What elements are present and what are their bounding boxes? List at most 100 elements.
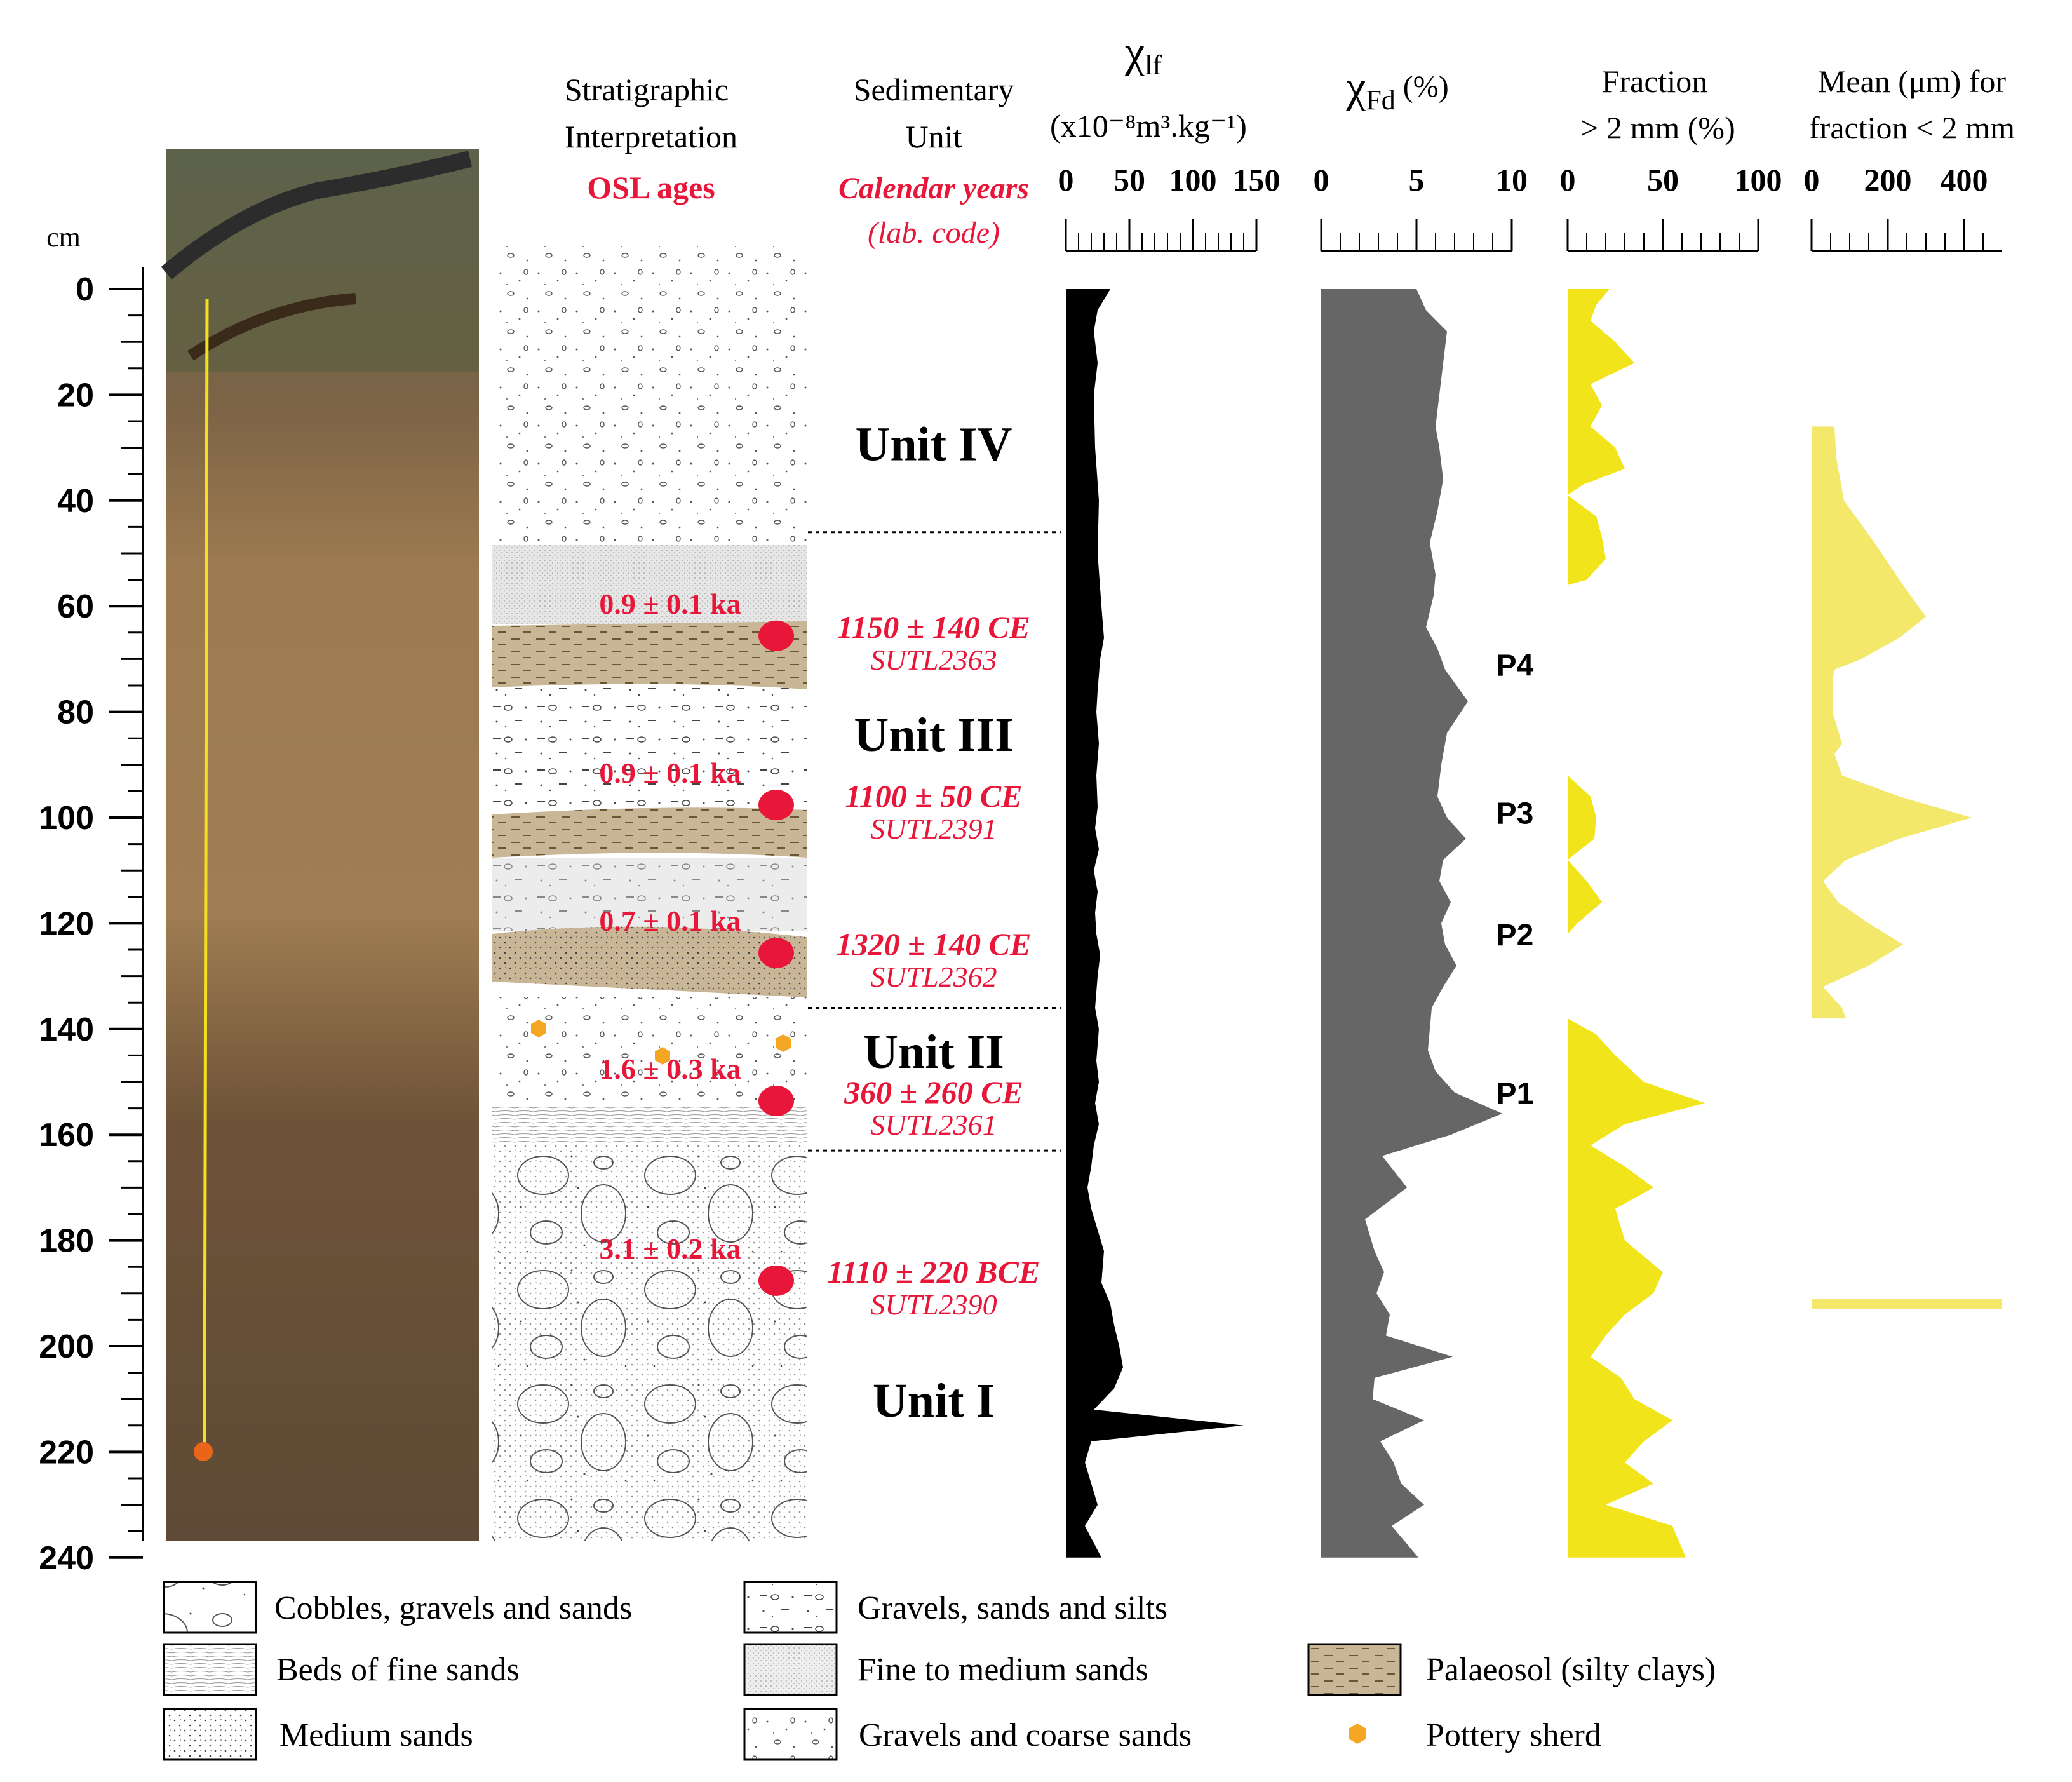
chi-lf-header: χlf [1124, 28, 1162, 81]
legend: Cobbles, gravels and sands Gravels, sand… [163, 1581, 1716, 1761]
legend-item-cobbles: Cobbles, gravels and sands [163, 1581, 632, 1634]
depth-tick-label: 200 [39, 1328, 94, 1365]
osl-sample-marker [758, 1265, 794, 1296]
mean-header-2: fraction < 2 mm [1809, 110, 2015, 145]
chi-lf-scale-label: 0 [1058, 162, 1074, 198]
chi-fd-scale-label: 5 [1409, 162, 1425, 198]
depth-tick-label: 160 [39, 1117, 94, 1154]
fraction-header-2: > 2 mm (%) [1580, 110, 1735, 145]
labcode-header: (lab. code) [868, 216, 1000, 250]
pottery-sherd-icon [655, 1047, 670, 1065]
pottery-sherd-icon [776, 1034, 791, 1052]
osl-sample-marker [758, 938, 794, 968]
legend-label: Cobbles, gravels and sands [274, 1590, 632, 1626]
legend-item-pottery: Pottery sherd [1349, 1717, 1601, 1753]
unit-label: Unit I [873, 1374, 995, 1428]
chi-fd-header: χFd (%) [1345, 63, 1449, 116]
depth-tick-label: 180 [39, 1223, 94, 1260]
chi-lf-scale-label: 100 [1169, 162, 1217, 198]
stratigraphic-column [492, 246, 807, 1541]
calendar-age-label: 1110 ± 220 BCE [828, 1254, 1040, 1290]
chi-lf-scale-label: 50 [1113, 162, 1145, 198]
unit-label: Unit IV [855, 417, 1012, 471]
chi-lf-scale-label: 150 [1233, 162, 1281, 198]
legend-item-medium: Medium sands [163, 1708, 473, 1761]
fraction-panel: 0 50 100 [1560, 162, 1782, 1558]
mean-size-profile-area [1812, 426, 1972, 1019]
calendar-age-label: 360 ± 260 CE [844, 1074, 1023, 1110]
paleosol-label: P3 [1497, 797, 1534, 831]
calendar-age-label: 1150 ± 140 CE [837, 609, 1030, 645]
osl-age-label: 3.1 ± 0.2 ka [599, 1232, 741, 1265]
soil-photo [161, 149, 479, 1541]
strat-header-2: Interpretation [565, 119, 737, 154]
mean-size-panel: 0 200 400 [1804, 162, 2002, 1309]
osl-sample-marker [758, 790, 794, 821]
column-headers: Stratigraphic Interpretation OSL ages Se… [565, 28, 2015, 250]
fraction-scale-label: 0 [1560, 162, 1576, 198]
osl-age-label: 0.7 ± 0.1 ka [599, 905, 741, 937]
legend-label: Medium sands [279, 1717, 473, 1753]
chi-fd-scale-label: 0 [1314, 162, 1329, 198]
mean-header-1: Mean (μm) for [1818, 64, 2006, 99]
paleosol-label: P1 [1497, 1077, 1534, 1111]
chi-lf-profile-area [1066, 289, 1244, 1558]
paleosol-label: P2 [1497, 919, 1534, 952]
legend-item-gss: Gravels, sands and silts [743, 1581, 1167, 1634]
lab-code-label: SUTL2390 [870, 1288, 997, 1321]
mean-size-single-bar [1812, 1299, 2002, 1309]
calendar-age-label: 1100 ± 50 CE [845, 778, 1023, 814]
tape-case [194, 1442, 213, 1461]
pottery-sherd-icon [1349, 1724, 1366, 1744]
osl-sample-marker [758, 620, 794, 651]
measuring-tape [203, 298, 209, 1449]
chi-fd-panel: 0 5 10 [1314, 162, 1528, 1558]
unit-label: Unit II [863, 1025, 1004, 1079]
legend-label: Fine to medium sands [858, 1652, 1148, 1688]
calendar-header: Calendar years [838, 172, 1029, 205]
depth-tick-label: 120 [39, 905, 94, 942]
legend-label: Gravels and coarse sands [859, 1717, 1192, 1753]
osl-sample-marker [758, 1085, 794, 1116]
depth-tick-label: 0 [76, 271, 94, 308]
depth-tick-label: 40 [57, 483, 94, 520]
mean-size-scale-label: 400 [1941, 162, 1988, 198]
chi-lf-units: (x10⁻⁸m³.kg⁻¹) [1050, 108, 1247, 144]
sed-header-1: Sedimentary [854, 72, 1014, 107]
osl-header: OSL ages [587, 170, 715, 205]
chi-lf-panel: 0 50 100 150 [1058, 162, 1281, 1558]
chi-fd-profile-area [1321, 289, 1502, 1558]
unit-label: Unit III [854, 708, 1013, 762]
depth-tick-label: 220 [39, 1434, 94, 1471]
legend-label: Palaeosol (silty clays) [1426, 1652, 1716, 1688]
mean-size-scale-label: 200 [1864, 162, 1912, 198]
lab-code-label: SUTL2362 [870, 961, 997, 993]
depth-tick-label: 20 [57, 377, 94, 414]
depth-tick-label: 80 [57, 694, 94, 731]
paleosol-label: P4 [1497, 649, 1534, 683]
legend-item-fine-beds: Beds of fine sands [163, 1643, 520, 1696]
lab-code-label: SUTL2391 [870, 813, 997, 845]
depth-tick-label: 60 [57, 588, 94, 625]
lab-code-label: SUTL2361 [870, 1109, 997, 1141]
depth-axis: cm 0 20 40 60 80 100 120 140 160 180 200 220 240 [39, 222, 144, 1577]
depth-tick-label: 140 [39, 1011, 94, 1048]
depth-tick-label: 100 [39, 800, 94, 837]
legend-label: Beds of fine sands [276, 1652, 520, 1688]
osl-age-label: 0.9 ± 0.1 ka [599, 588, 741, 620]
lab-code-label: SUTL2363 [870, 644, 997, 676]
fraction-profile-area [1568, 289, 1705, 1558]
legend-label: Pottery sherd [1426, 1717, 1601, 1753]
pottery-sherds [531, 1020, 791, 1065]
depth-unit-label: cm [46, 222, 81, 253]
fraction-header-1: Fraction [1602, 64, 1708, 99]
calendar-age-label: 1320 ± 140 CE [837, 926, 1032, 962]
fraction-scale-label: 50 [1647, 162, 1679, 198]
photo-branch [161, 151, 473, 280]
legend-item-gcs: Gravels and coarse sands [743, 1708, 1192, 1761]
strat-header-1: Stratigraphic [565, 72, 729, 107]
depth-tick-label: 240 [39, 1540, 94, 1577]
pottery-sherd-icon [531, 1020, 546, 1037]
osl-age-label: 0.9 ± 0.1 ka [599, 757, 741, 789]
